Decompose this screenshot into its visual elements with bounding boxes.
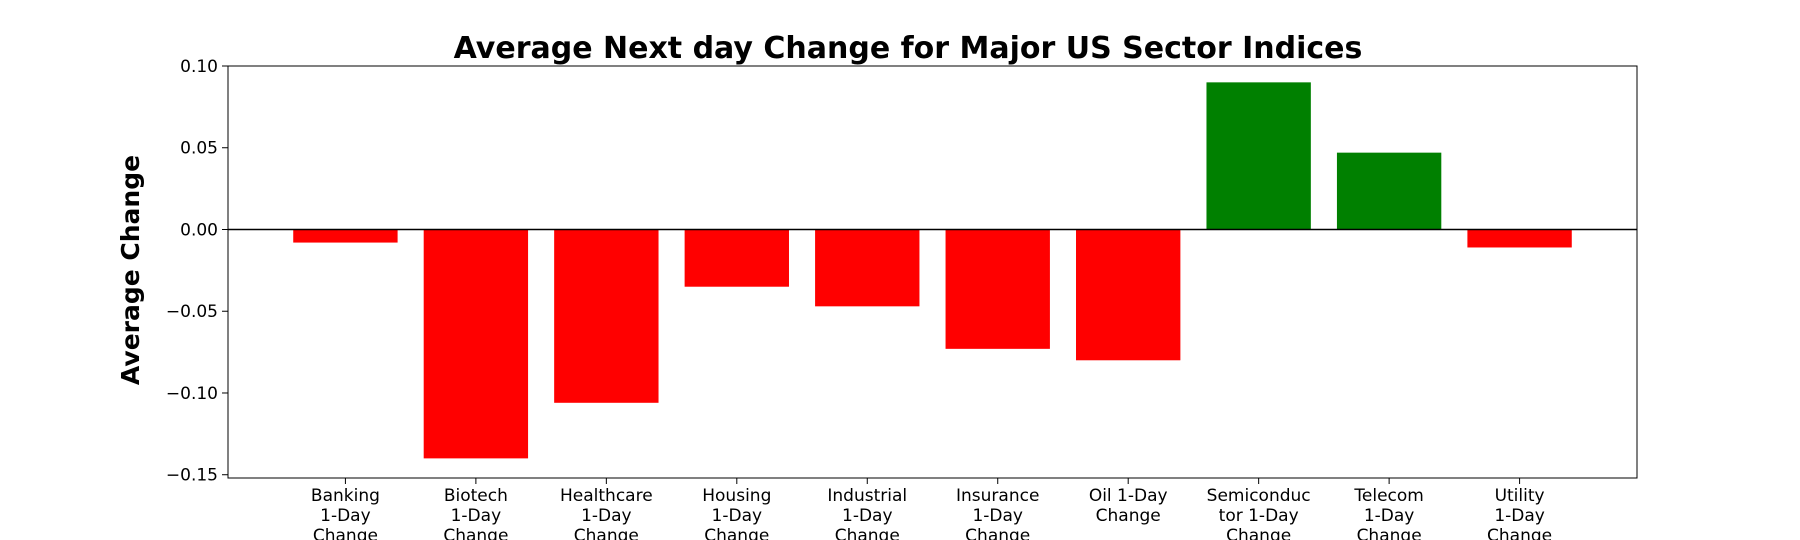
y-axis: 0.10 0.05 0.00 −0.05 −0.10 −0.15 — [166, 57, 228, 486]
x-tick-label-line: Change — [1226, 526, 1291, 540]
x-tick-label-line: 1-Day — [320, 506, 371, 526]
bar-7 — [1076, 229, 1181, 361]
x-tick-label-line: Change — [1487, 526, 1552, 540]
y-tick-label: −0.10 — [166, 384, 218, 404]
x-tick-label-line: Change — [1096, 506, 1161, 526]
x-tick-label: Healthcare 1-Day Change — [560, 486, 653, 540]
y-axis-label: Average Change — [116, 155, 145, 385]
x-tick-label-line: 1-Day — [1494, 506, 1545, 526]
bar-4 — [684, 229, 789, 287]
x-tick-label-line: 1-Day — [581, 506, 632, 526]
y-tick-label: 0.00 — [180, 220, 218, 240]
x-tick-label-line: Banking — [311, 486, 380, 506]
plot-frame — [227, 65, 1638, 479]
x-tick-label-line: Biotech — [444, 486, 508, 506]
x-tick-label-line: 1-Day — [712, 506, 763, 526]
x-tick-label-line: Oil 1-Day — [1089, 486, 1168, 506]
y-tick-label: 0.05 — [180, 139, 218, 159]
x-tick-label-line: Semiconduc — [1207, 486, 1311, 506]
chart-title: Average Next day Change for Major US Sec… — [454, 31, 1363, 66]
bar-5 — [815, 229, 920, 307]
x-tick-label-line: Change — [443, 526, 508, 540]
x-tick-label-line: Housing — [702, 486, 771, 506]
y-tick-label: 0.10 — [180, 57, 218, 77]
x-tick-label-line: 1-Day — [842, 506, 893, 526]
bar-3 — [554, 229, 659, 403]
bar-1 — [293, 229, 398, 243]
x-tick-label-line: Change — [1357, 526, 1422, 540]
x-tick-label-line: Insurance — [956, 486, 1039, 506]
x-tick-label-line: Change — [313, 526, 378, 540]
y-tick-label: −0.15 — [166, 466, 218, 486]
x-tick-label: Insurance 1-Day Change — [956, 486, 1039, 540]
x-tick-label: Telecom 1-Day Change — [1353, 486, 1423, 540]
x-tick-label: Utility 1-Day Change — [1487, 486, 1552, 540]
x-tick-label-line: Telecom — [1353, 486, 1423, 506]
x-tick-label-line: 1-Day — [1364, 506, 1415, 526]
x-tick-label-line: Change — [835, 526, 900, 540]
x-tick-label: Semiconduc tor 1-Day Change — [1207, 486, 1311, 540]
x-tick-label-line: tor 1-Day — [1219, 506, 1299, 526]
bar-9 — [1336, 152, 1442, 230]
x-tick-label: Banking 1-Day Change — [311, 486, 380, 540]
x-tick-label: Housing 1-Day Change — [702, 486, 771, 540]
x-tick-label-line: Change — [965, 526, 1030, 540]
x-tick-label: Industrial 1-Day Change — [827, 486, 907, 540]
bar-2 — [423, 229, 529, 459]
y-tick-label: −0.05 — [166, 302, 218, 322]
bars-group — [293, 82, 1572, 459]
x-tick-label-line: Industrial — [827, 486, 907, 506]
bar-6 — [945, 229, 1050, 349]
bar-8 — [1206, 82, 1311, 230]
bar-10 — [1467, 229, 1572, 248]
x-tick-label-line: 1-Day — [451, 506, 502, 526]
x-tick-label-line: Healthcare — [560, 486, 653, 506]
x-tick-label-line: Change — [704, 526, 769, 540]
x-tick-label: Oil 1-Day Change — [1089, 486, 1168, 526]
x-tick-label-line: Change — [574, 526, 639, 540]
x-tick-label: Biotech 1-Day Change — [443, 486, 508, 540]
x-tick-label-line: 1-Day — [972, 506, 1023, 526]
x-tick-label-line: Utility — [1495, 486, 1545, 506]
